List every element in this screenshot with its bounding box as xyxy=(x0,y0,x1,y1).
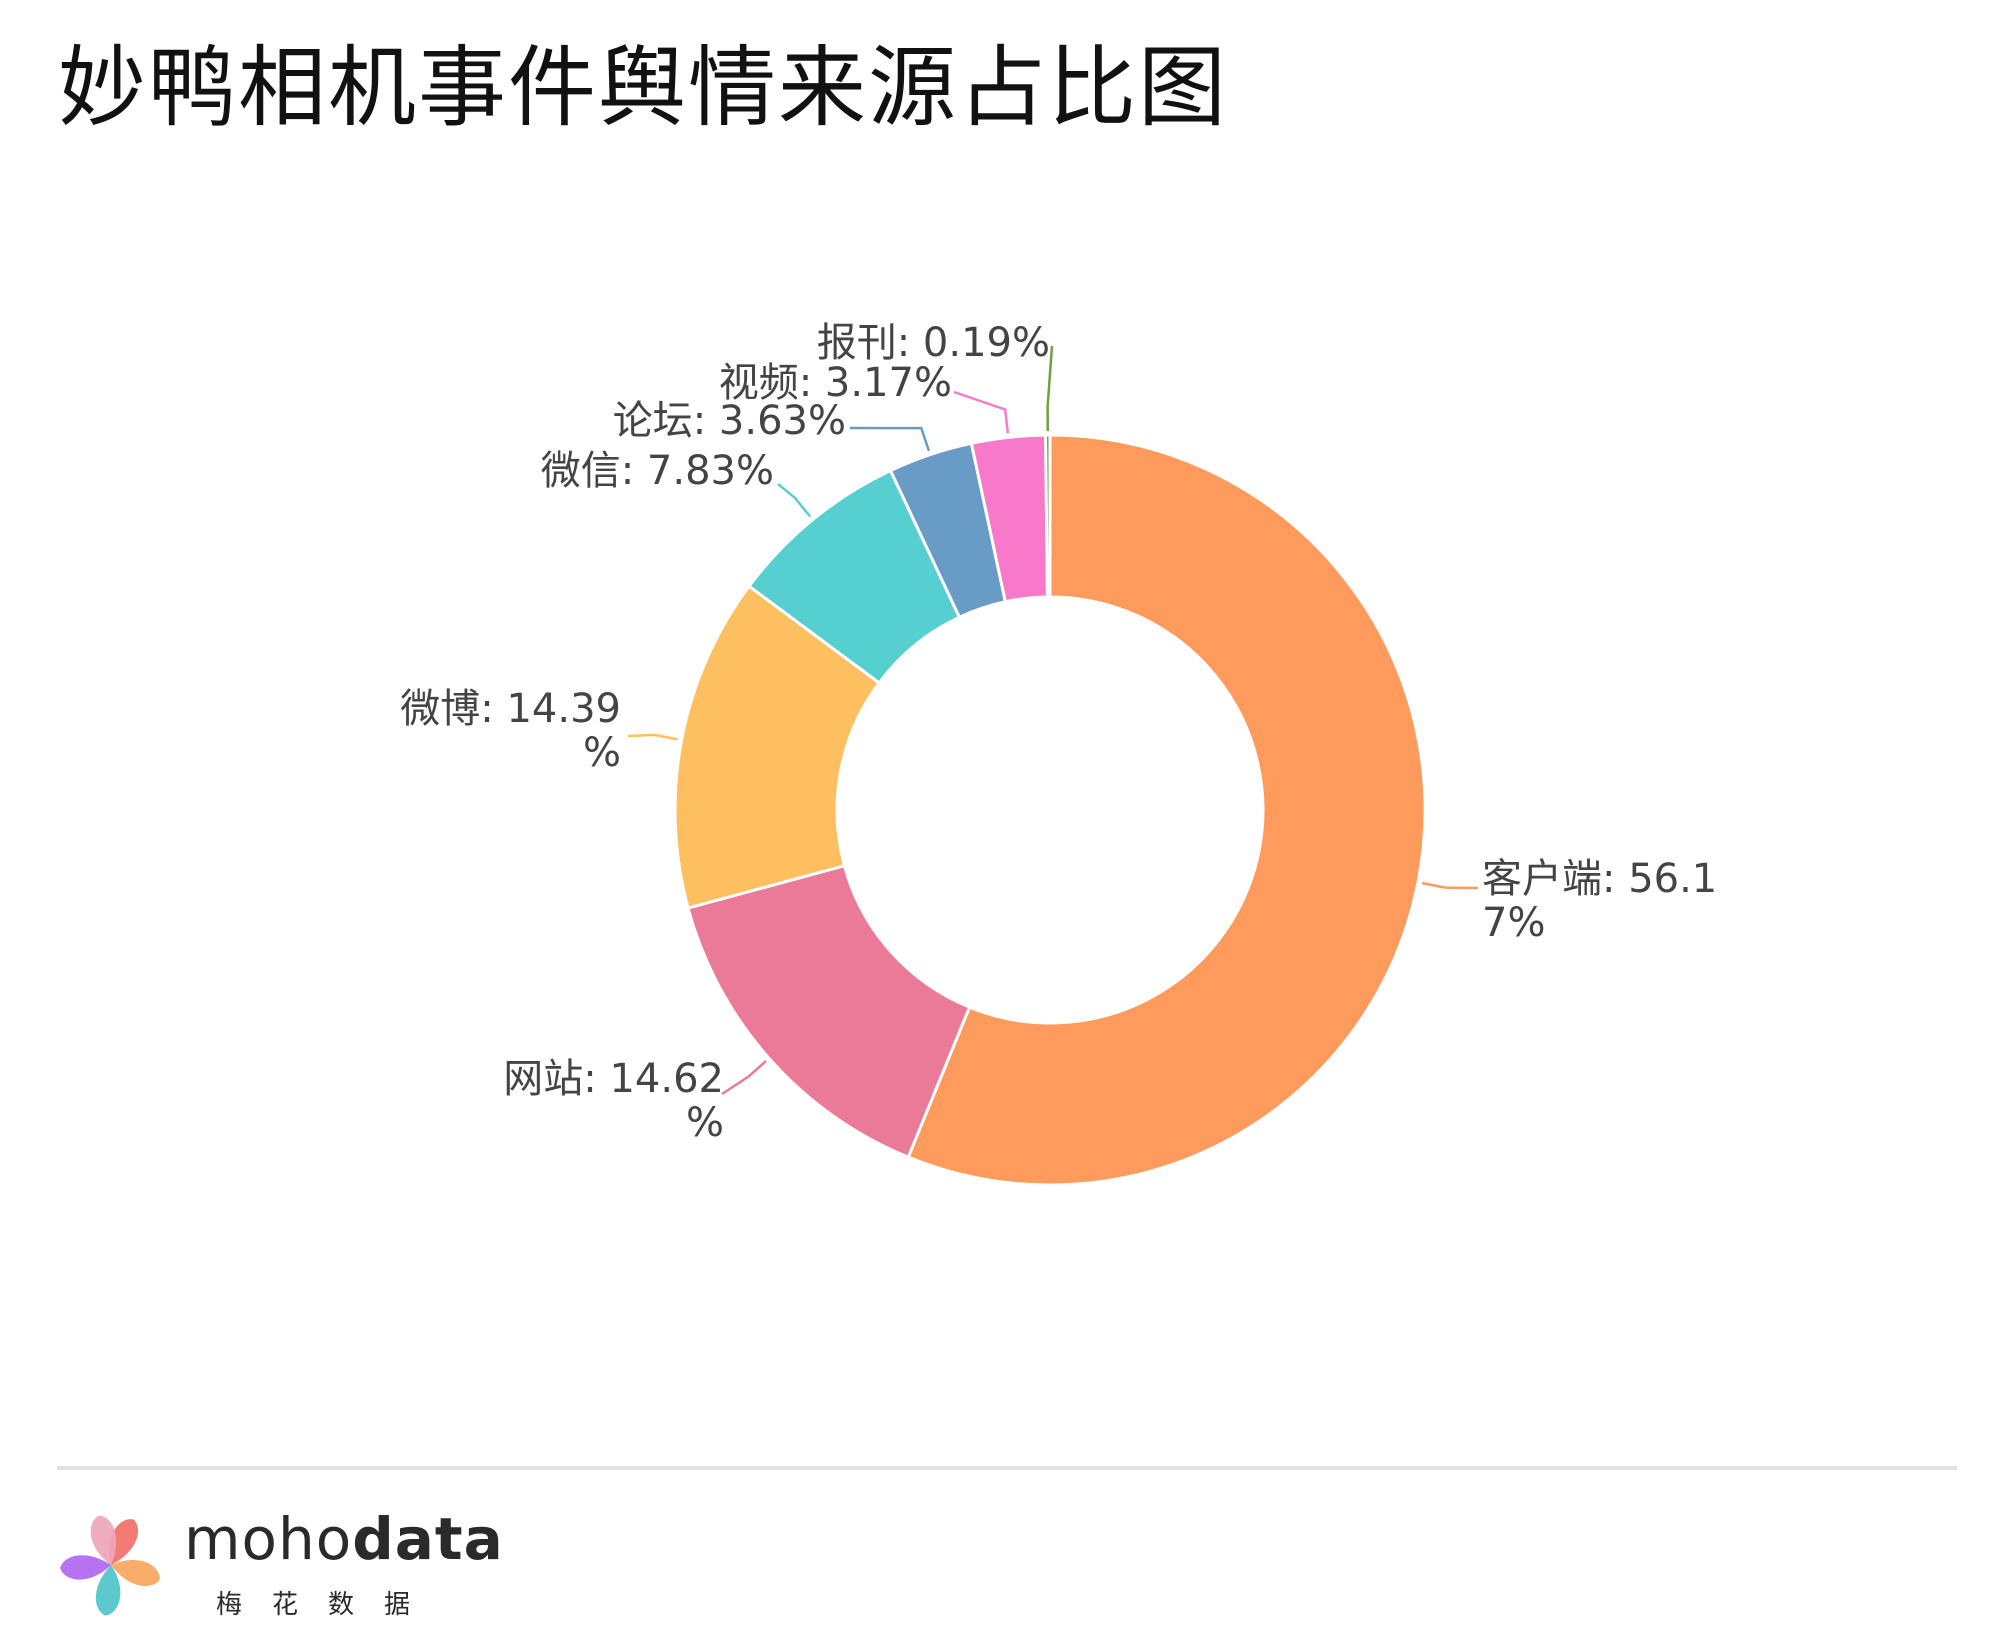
leader-line-6 xyxy=(1046,345,1054,432)
chart-leader-lines xyxy=(627,345,1479,1096)
slice-1 xyxy=(686,863,972,1160)
slice-label-6: 报刊: 0.19% xyxy=(817,320,1050,366)
pinwheel-petal-3 xyxy=(60,1555,111,1580)
leader-line-1 xyxy=(721,1060,767,1096)
pinwheel-petal-2 xyxy=(95,1565,121,1616)
slice-label-3: 微信: 7.83% xyxy=(541,448,774,494)
chart-labels: 客户端: 56.1 7% 网站: 14.62 % 微博: 14.39 % 微信: 7.83%… xyxy=(400,320,1717,1146)
leader-line-4 xyxy=(849,426,931,452)
slice-label-5: 视频: 3.17% xyxy=(719,360,952,406)
leader-line-0 xyxy=(1421,881,1479,890)
slice-label-4: 论坛: 3.63% xyxy=(613,398,846,444)
slice-label-0: 客户端: 56.1 7% xyxy=(1482,856,1717,946)
leader-line-5 xyxy=(953,390,1010,434)
slice-0 xyxy=(906,433,1427,1187)
leader-line-2 xyxy=(627,733,678,741)
chart-slices xyxy=(673,433,1427,1187)
pinwheel-petal-0 xyxy=(109,1519,138,1565)
donut-chart: 客户端: 56.1 7% 网站: 14.62 % 微博: 14.39 % 微信: 7.83%… xyxy=(400,320,1717,1187)
leader-line-3 xyxy=(777,483,812,518)
footer-divider xyxy=(57,1466,1957,1470)
brand-logo: mohodata 梅花数据 xyxy=(56,1510,536,1620)
slice-label-1: 网站: 14.62% xyxy=(503,1056,724,1146)
brand-wordmark-bold: data xyxy=(352,1505,504,1573)
brand-wordmark: mohodata xyxy=(184,1510,504,1568)
pinwheel-logo-icon xyxy=(60,1515,160,1616)
brand-subtitle: 梅花数据 xyxy=(216,1590,441,1620)
pinwheel-petal-1 xyxy=(111,1560,160,1587)
brand-wordmark-light: moho xyxy=(184,1505,353,1573)
page-title: 妙鸭相机事件舆情来源占比图 xyxy=(58,36,1229,139)
slice-label-2: 微博: 14.39% xyxy=(400,686,621,776)
slice-6 xyxy=(1044,433,1052,599)
slice-2 xyxy=(673,584,882,910)
pinwheel-petal-4 xyxy=(90,1515,117,1565)
